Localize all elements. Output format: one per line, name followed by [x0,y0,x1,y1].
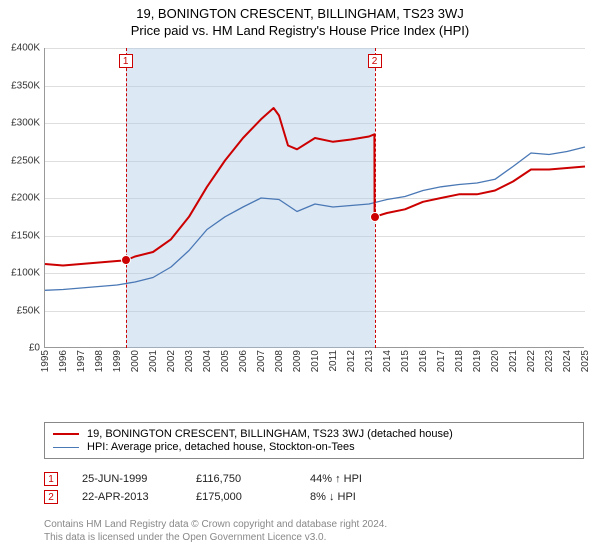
x-tick-label: 2025 [580,350,591,372]
license-footer: Contains HM Land Registry data © Crown c… [44,518,387,544]
x-tick-label: 1996 [58,350,69,372]
legend: 19, BONINGTON CRESCENT, BILLINGHAM, TS23… [44,422,584,459]
x-tick-label: 1998 [94,350,105,372]
footer-line-1: Contains HM Land Registry data © Crown c… [44,518,387,531]
x-tick-label: 1995 [40,350,51,372]
event-vline [375,48,376,348]
chart-title-1: 19, BONINGTON CRESCENT, BILLINGHAM, TS23… [0,6,600,21]
event-marker: 2 [368,54,382,68]
x-tick-label: 2023 [544,350,555,372]
x-tick-label: 2000 [130,350,141,372]
y-tick-label: £150K [11,230,40,241]
x-tick-label: 2022 [526,350,537,372]
legend-swatch-subject [53,433,79,435]
event-marker: 1 [119,54,133,68]
x-tick-label: 2019 [472,350,483,372]
x-tick-label: 2001 [148,350,159,372]
x-tick-label: 2017 [436,350,447,372]
x-tick-label: 2016 [418,350,429,372]
y-tick-label: £250K [11,155,40,166]
x-tick-label: 2008 [274,350,285,372]
event-dot [370,212,380,222]
y-tick-label: £0 [29,343,40,354]
x-tick-label: 2009 [292,350,303,372]
x-tick-label: 2004 [202,350,213,372]
y-tick-label: £100K [11,268,40,279]
y-tick-label: £350K [11,80,40,91]
sale-price-2: £175,000 [196,491,286,503]
sale-marker-1: 1 [44,472,58,486]
x-tick-label: 2024 [562,350,573,372]
plot: 12 [44,48,584,348]
sale-delta-1: 44% ↑ HPI [310,473,400,485]
legend-swatch-hpi [53,447,79,448]
legend-label-hpi: HPI: Average price, detached house, Stoc… [87,441,355,453]
event-vline [126,48,127,348]
x-tick-label: 2018 [454,350,465,372]
x-tick-label: 2002 [166,350,177,372]
x-tick-label: 2006 [238,350,249,372]
sale-marker-2: 2 [44,490,58,504]
x-tick-label: 2007 [256,350,267,372]
x-tick-label: 2015 [400,350,411,372]
x-tick-label: 2020 [490,350,501,372]
x-tick-label: 1997 [76,350,87,372]
x-tick-label: 2005 [220,350,231,372]
event-dot [121,255,131,265]
sale-delta-2: 8% ↓ HPI [310,491,400,503]
sale-row: 2 22-APR-2013 £175,000 8% ↓ HPI [44,490,400,504]
y-tick-label: £50K [17,305,40,316]
sale-date-1: 25-JUN-1999 [82,473,172,485]
x-tick-label: 2021 [508,350,519,372]
x-tick-label: 2012 [346,350,357,372]
sale-events: 1 25-JUN-1999 £116,750 44% ↑ HPI 2 22-AP… [44,468,400,508]
x-tick-label: 2014 [382,350,393,372]
y-tick-label: £400K [11,43,40,54]
chart-title-2: Price paid vs. HM Land Registry's House … [0,23,600,38]
y-tick-label: £300K [11,118,40,129]
legend-label-subject: 19, BONINGTON CRESCENT, BILLINGHAM, TS23… [87,428,453,440]
x-tick-label: 2003 [184,350,195,372]
x-tick-label: 2013 [364,350,375,372]
sale-date-2: 22-APR-2013 [82,491,172,503]
sale-row: 1 25-JUN-1999 £116,750 44% ↑ HPI [44,472,400,486]
sale-price-1: £116,750 [196,473,286,485]
x-tick-label: 2011 [328,350,339,372]
x-tick-label: 2010 [310,350,321,372]
chart-area: 12 £0£50K£100K£150K£200K£250K£300K£350K£… [44,48,584,378]
footer-line-2: This data is licensed under the Open Gov… [44,531,387,544]
x-tick-label: 1999 [112,350,123,372]
y-tick-label: £200K [11,193,40,204]
